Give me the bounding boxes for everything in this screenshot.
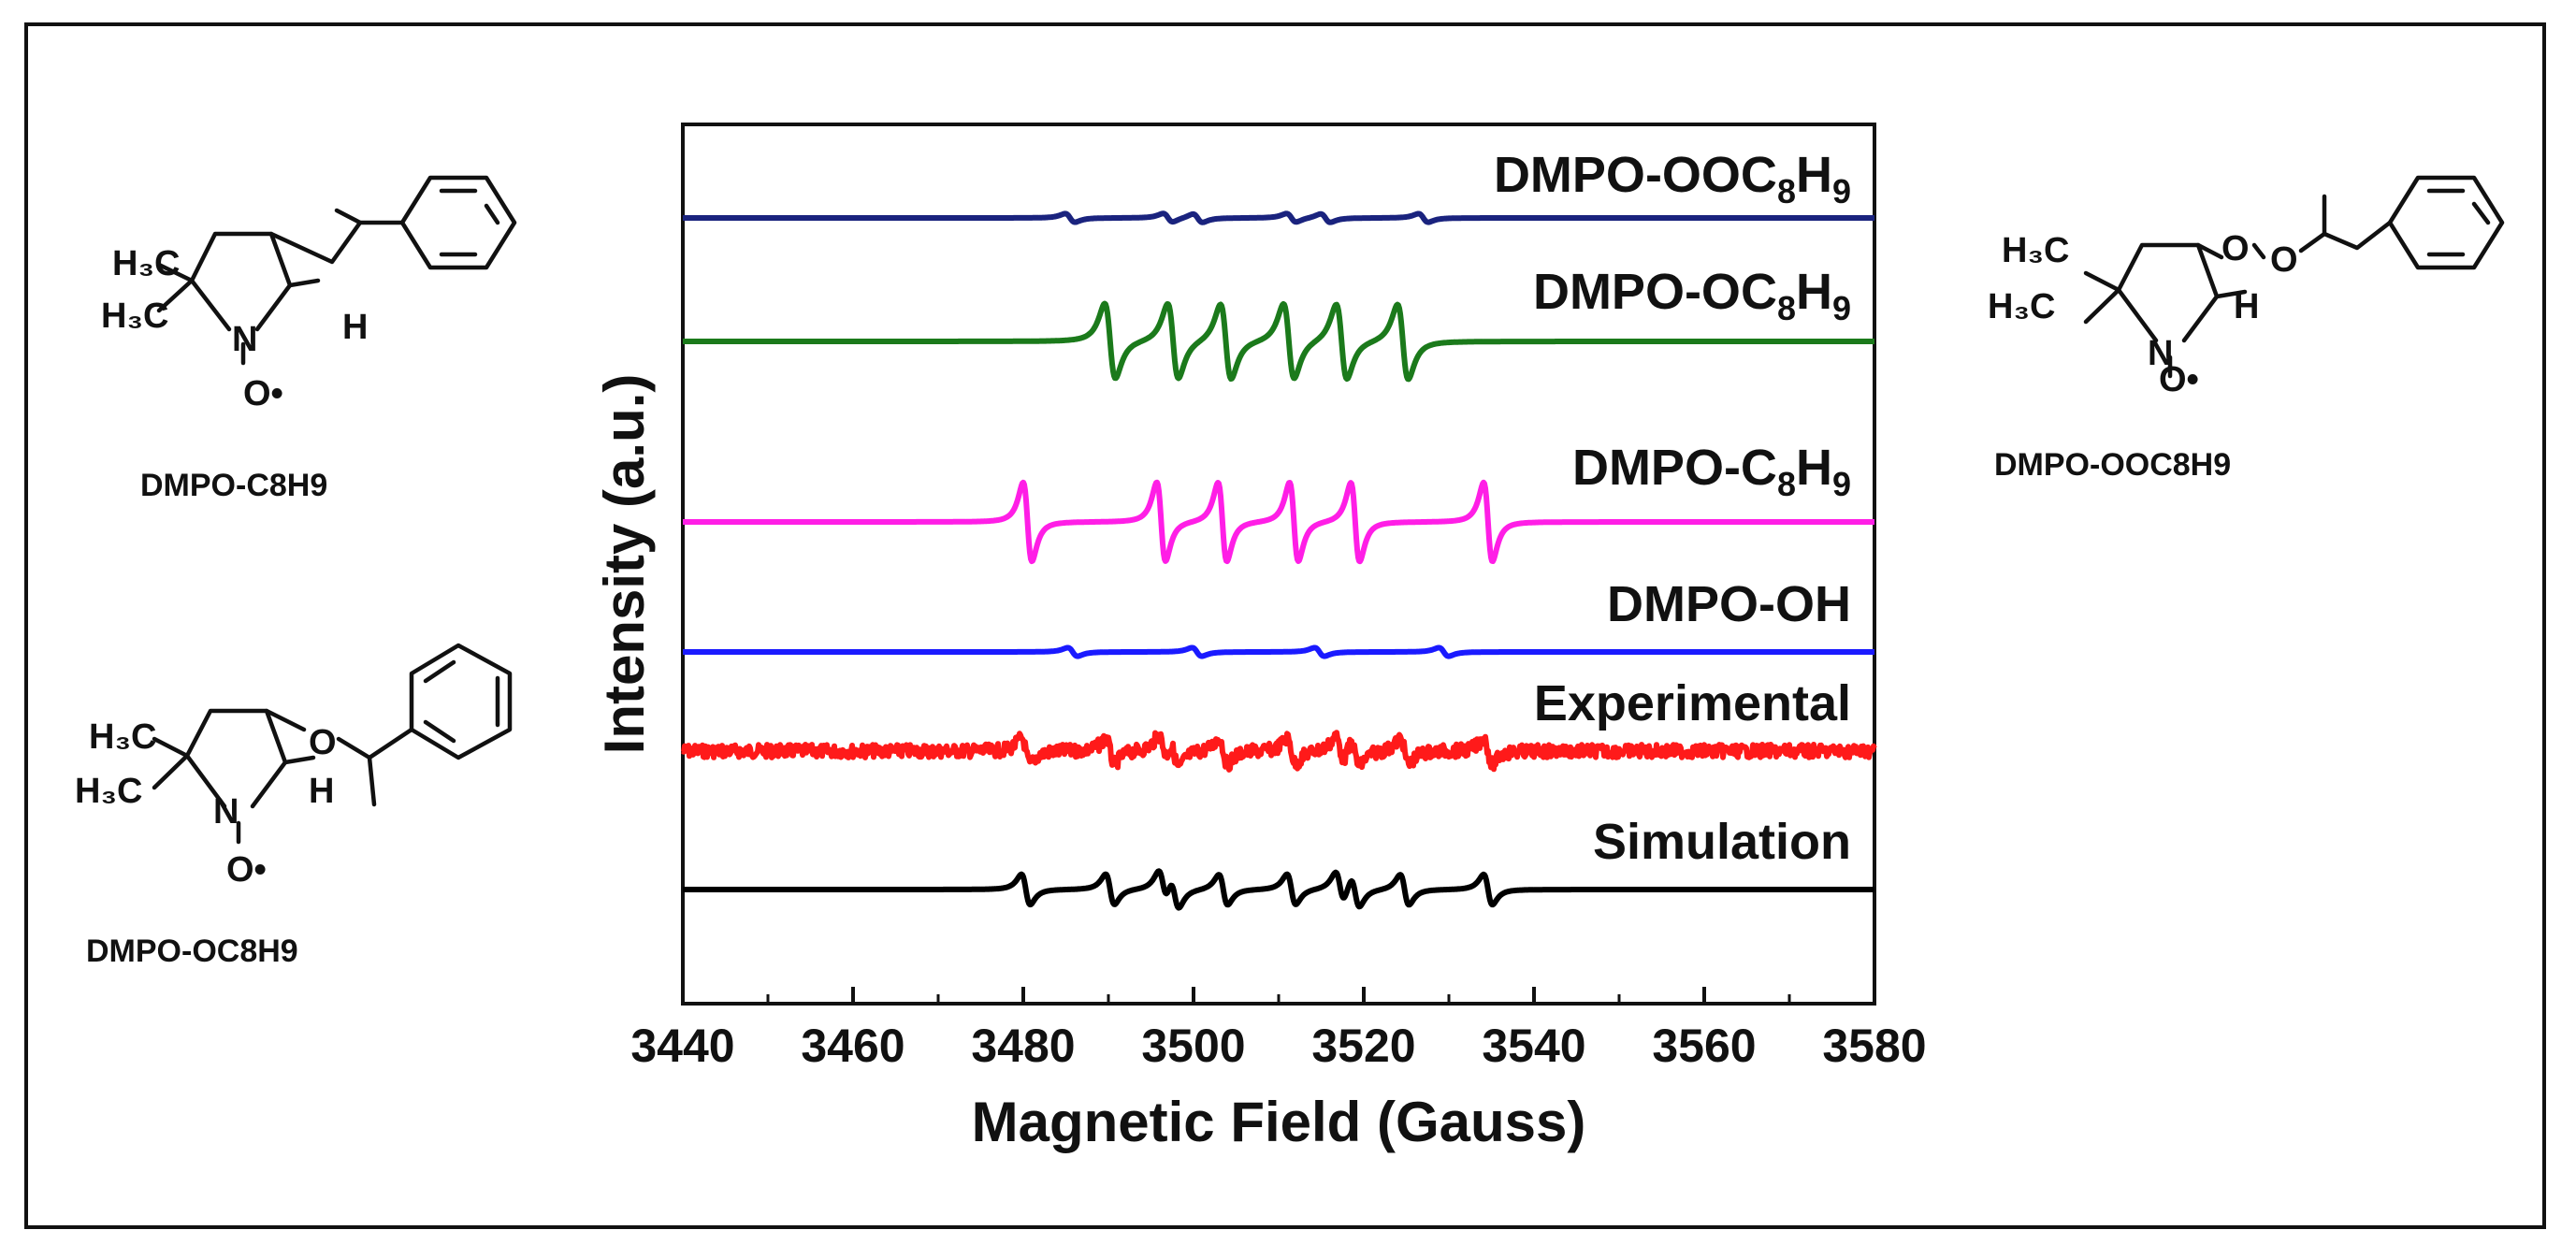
x-tick-label: 3460	[801, 1020, 904, 1072]
x-tick-label: 3540	[1482, 1020, 1585, 1072]
methyl-2: H₃C	[75, 772, 142, 811]
methyl-2: H₃C	[101, 297, 168, 336]
y-axis-title: Intensity (a.u.)	[593, 374, 656, 755]
oxygen-radical: O•	[2159, 360, 2199, 399]
nitrogen: N	[232, 320, 257, 359]
structure-name: DMPO-OOC8H9	[1994, 447, 2231, 483]
spectra-traces	[680, 210, 1877, 911]
methyl-1: H₃C	[112, 244, 180, 283]
structure-name: DMPO-OC8H9	[86, 933, 298, 969]
structure-dmpo-c8h9: H₃C H₃C N O• H DMPO-C8H9	[101, 175, 517, 503]
label-dmpo-c8h9: DMPO-C8H9	[1572, 440, 1851, 503]
x-axis-ticks	[681, 987, 1876, 1004]
x-tick-label: 3480	[971, 1020, 1075, 1072]
x-tick-label: 3500	[1141, 1020, 1245, 1072]
plot-area	[681, 123, 1876, 1006]
oxygen-radical: O•	[243, 374, 283, 413]
label-experimental: Experimental	[1534, 675, 1851, 731]
x-axis-title: Magnetic Field (Gauss)	[972, 1091, 1586, 1153]
series-labels: DMPO-OOC8H9 DMPO-OC8H9 DMPO-C8H9 DMPO-OH Exp…	[1494, 147, 1851, 870]
label-dmpo-oc8h9: DMPO-OC8H9	[1533, 264, 1851, 327]
nitrogen: N	[2148, 334, 2173, 373]
figure-frame	[24, 22, 2546, 1229]
structure-dmpo-oc8h9: H₃C H₃C N O• H O DMPO-OC8H9	[75, 643, 513, 969]
trace-simulation	[681, 868, 1876, 911]
label-dmpo-oh: DMPO-OH	[1607, 576, 1851, 632]
trace-dmpo-oc8h9	[681, 300, 1876, 383]
trace-experimental	[680, 730, 1877, 773]
methyl-2: H₃C	[1988, 287, 2055, 326]
epr-chart: 3440 3460 3480 3500 3520 3540 3560 3580 DMPO-OO…	[593, 123, 1927, 1153]
oxygen-radical: O•	[226, 850, 267, 890]
linking-oxygen-2: O	[2270, 240, 2298, 280]
hydrogen: H	[309, 772, 334, 811]
bonds	[152, 643, 513, 845]
x-tick-label: 3520	[1311, 1020, 1415, 1072]
structure-dmpo-ooc8h9: H₃C H₃C N O• H O O DMPO-OOC8H9	[1988, 175, 2505, 483]
trace-dmpo-oh	[681, 644, 1876, 659]
x-axis-tick-labels: 3440 3460 3480 3500 3520 3540 3560 3580	[630, 1020, 1926, 1072]
structure-name: DMPO-C8H9	[140, 468, 327, 503]
trace-dmpo-ooc8h9	[681, 210, 1876, 225]
label-simulation: Simulation	[1593, 814, 1851, 870]
methyl-1: H₃C	[89, 717, 156, 757]
bonds	[156, 175, 517, 366]
linking-oxygen: O	[309, 723, 337, 762]
hydrogen: H	[2234, 287, 2259, 326]
trace-dmpo-c8h9	[681, 479, 1876, 565]
linking-oxygen-1: O	[2221, 229, 2250, 268]
nitrogen: N	[213, 792, 239, 832]
x-tick-label: 3440	[630, 1020, 734, 1072]
x-tick-label: 3560	[1652, 1020, 1756, 1072]
hydrogen: H	[342, 308, 368, 347]
x-tick-label: 3580	[1822, 1020, 1926, 1072]
label-dmpo-ooc8h9: DMPO-OOC8H9	[1494, 147, 1851, 210]
methyl-1: H₃C	[2002, 231, 2069, 270]
bonds	[2083, 175, 2505, 379]
